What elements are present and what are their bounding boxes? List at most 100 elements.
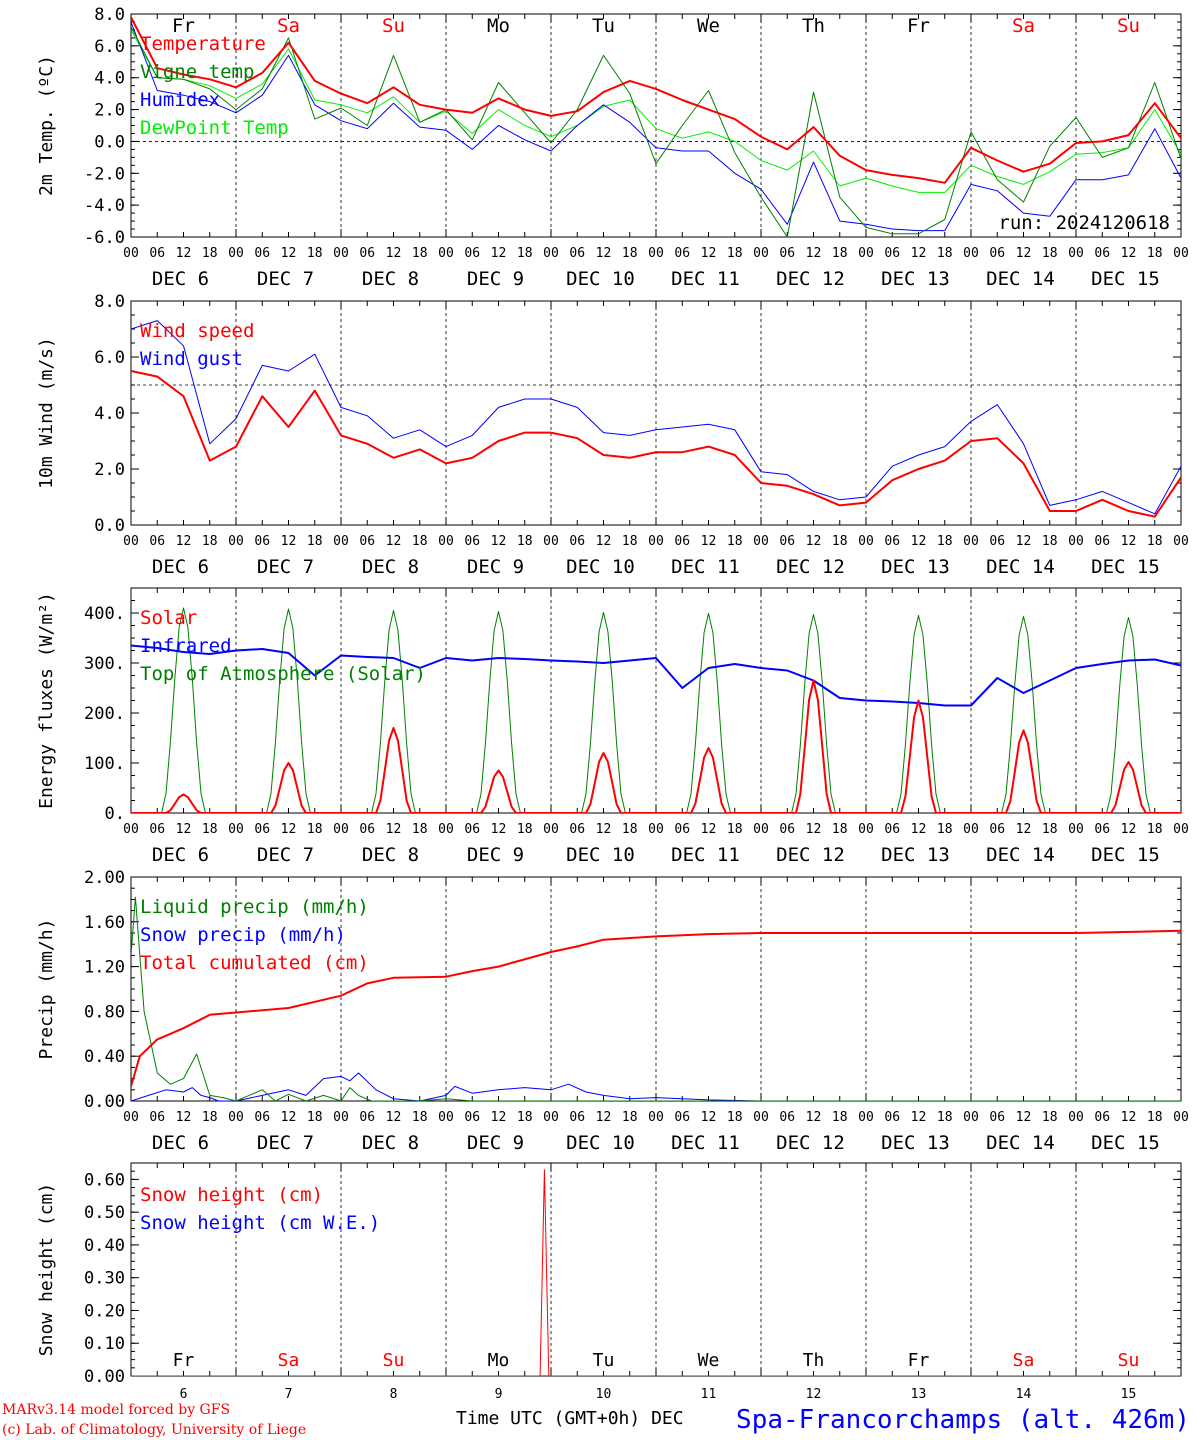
weekday-label: Tu [593,1350,615,1371]
x-hour-label: 00 [963,534,979,549]
x-hour-label: 18 [412,1110,428,1125]
x-date-label: DEC 7 [257,268,314,290]
x-date-label: DEC 12 [776,844,845,866]
y-axis-title: Precip (mm/h) [36,919,57,1060]
x-hour-label: 00 [438,822,454,837]
legend-entry: Top of Atmosphere (Solar) [140,663,426,685]
x-hour-label: 06 [884,246,900,261]
x-hour-label: 18 [832,534,848,549]
x-date-label: DEC 6 [152,268,209,290]
x-hour-label: 18 [1147,1110,1163,1125]
series-line [131,26,1181,237]
legend-entry: Infrared [140,635,232,657]
x-hour-label: 06 [569,246,585,261]
x-hour-label: 12 [596,246,612,261]
x-hour-label: 12 [596,1110,612,1125]
x-hour-label: 12 [386,822,402,837]
x-hour-label: 12 [281,246,297,261]
x-date-label: DEC 9 [467,1132,524,1154]
x-hour-label: 12 [491,246,507,261]
y-axis-title: 2m Temp. (ºC) [36,55,57,196]
legend-entry: Snow precip (mm/h) [140,924,346,946]
x-hour-label: 00 [333,246,349,261]
x-hour-label: 12 [176,534,192,549]
series-line [131,21,1181,232]
weekday-label: Su [1118,1350,1140,1371]
series-line [131,16,1181,184]
series-line [131,1169,1181,1376]
x-hour-label: 12 [386,534,402,549]
x-hour-label: 00 [543,534,559,549]
x-hour-label: 00 [858,246,874,261]
weekday-label: Th [803,1350,825,1371]
y-tick-label: 0.0 [94,516,125,536]
x-hour-label: 12 [1016,534,1032,549]
x-hour-label: 18 [937,822,953,837]
x-date-label: DEC 9 [467,844,524,866]
series-group [131,16,1181,237]
weekday-label: Sa [277,15,300,37]
x-hour-label: 06 [1094,1110,1110,1125]
x-hour-label: 12 [911,1110,927,1125]
x-hour-label: 12 [701,246,717,261]
weekday-label: Fr [173,1350,195,1371]
legend-entry: Total cumulated (cm) [140,952,369,974]
y-tick-label: 400. [84,604,125,624]
series-line [131,644,1181,707]
x-hour-label: 00 [123,534,139,549]
x-hour-label: 00 [1173,246,1189,261]
y-axis-title: Snow height (cm) [36,1183,57,1356]
x-hour-label: 12 [1121,534,1137,549]
x-hour-label: 00 [1068,1110,1084,1125]
y-tick-label: 0.80 [84,1002,125,1022]
x-hour-label: 00 [648,534,664,549]
legend-entry: Vigne temp [140,61,254,83]
legend-entry: Temperature [140,33,266,55]
x-hour-label: 18 [1147,534,1163,549]
x-hour-label: 18 [622,1110,638,1125]
y-tick-label: -6.0 [84,228,125,248]
x-hour-label: 12 [1016,246,1032,261]
day-number-label: 9 [495,1387,503,1402]
x-date-label: DEC 13 [881,1132,950,1154]
x-hour-label: 00 [228,246,244,261]
y-tick-label: 0. [105,804,125,824]
x-hour-label: 00 [123,1110,139,1125]
x-hour-label: 00 [1173,534,1189,549]
y-tick-label: 8.0 [94,5,125,25]
legend-entry: Solar [140,607,197,629]
x-hour-label: 06 [359,822,375,837]
x-hour-label: 06 [884,1110,900,1125]
legend-entry: Snow height (cm) [140,1184,323,1206]
x-hour-label: 18 [307,1110,323,1125]
x-hour-label: 12 [386,1110,402,1125]
x-date-label: DEC 10 [566,268,635,290]
x-date-label: DEC 6 [152,844,209,866]
x-hour-label: 00 [753,1110,769,1125]
y-tick-label: 0.0 [94,132,125,152]
x-hour-label: 06 [149,534,165,549]
x-date-label: DEC 7 [257,1132,314,1154]
x-axis-label: Time UTC (GMT+0h) DEC [456,1408,684,1429]
x-hour-label: 18 [1042,822,1058,837]
y-tick-label: 0.00 [84,1092,125,1112]
legend-entry: Wind gust [140,348,243,370]
series-line [131,370,1181,518]
y-tick-label: 200. [84,704,125,724]
x-hour-label: 12 [281,1110,297,1125]
day-number-label: 13 [911,1387,927,1402]
weekday-label: Mo [488,1350,510,1371]
y-tick-label: 4.0 [94,404,125,424]
x-hour-label: 00 [123,246,139,261]
x-hour-label: 06 [1094,534,1110,549]
x-hour-label: 12 [806,822,822,837]
x-hour-label: 12 [806,1110,822,1125]
x-hour-label: 18 [202,534,218,549]
legend-entry: DewPoint Temp [140,117,289,139]
x-date-label: DEC 12 [776,556,845,578]
weekday-label: Sa [278,1350,300,1371]
x-hour-label: 00 [333,534,349,549]
x-date-label: DEC 15 [1091,1132,1160,1154]
footer-lab: (c) Lab. of Climatology, University of L… [2,1422,306,1438]
x-hour-label: 18 [1147,822,1163,837]
